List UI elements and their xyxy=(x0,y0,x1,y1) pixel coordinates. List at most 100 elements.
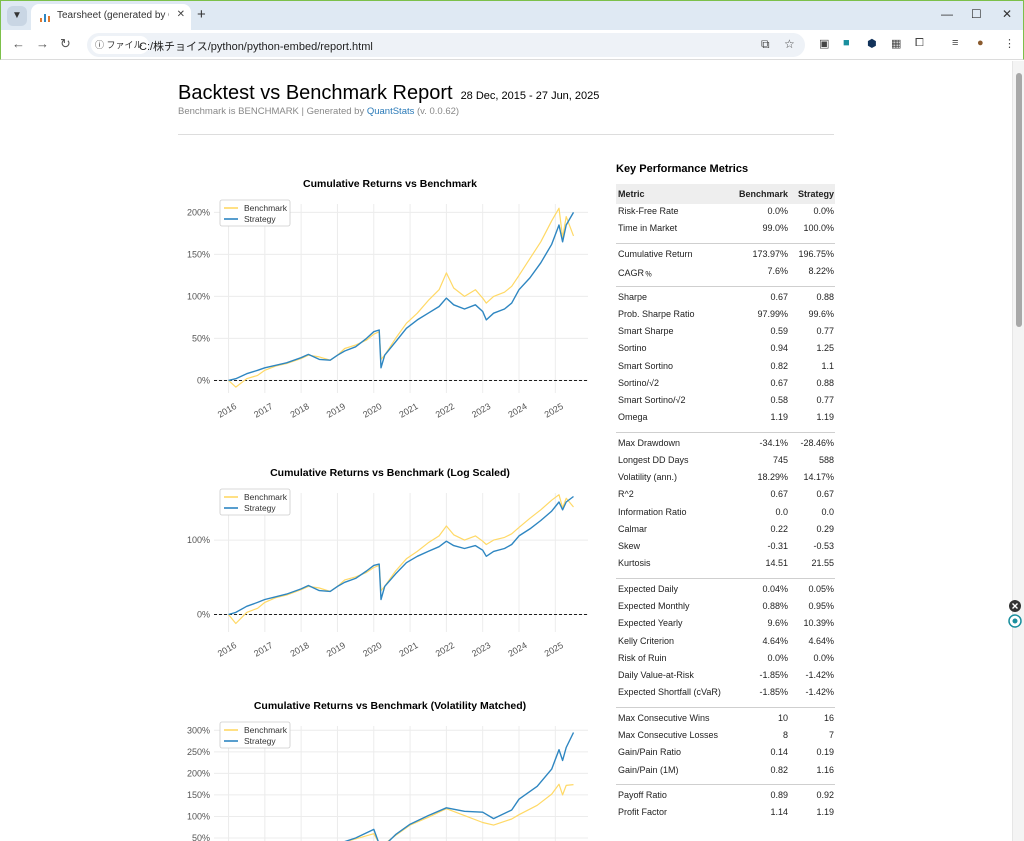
metric-label: Daily Value-at-Risk xyxy=(618,670,694,680)
metric-benchmark-value: 99.0% xyxy=(762,223,788,233)
tab-strip: ▼ Tearsheet (generated by QuantStats) ✕ … xyxy=(0,0,1024,31)
metric-benchmark-value: -1.85% xyxy=(759,687,788,697)
metric-strategy-value: 7 xyxy=(828,730,834,740)
metric-row: CAGR﹪ 7.6% 8.22% xyxy=(616,264,835,281)
back-arrow-icon[interactable]: ← xyxy=(12,36,25,51)
extension-shield-icon[interactable]: ⬢ xyxy=(867,38,877,50)
x-tick-label: 2019 xyxy=(325,401,347,420)
minimize-icon[interactable]: — xyxy=(941,7,953,21)
metric-label: Risk of Ruin xyxy=(618,653,667,663)
metric-benchmark-value: 0.0% xyxy=(767,653,788,663)
metric-strategy-value: 99.6% xyxy=(808,309,834,319)
metric-row: Sharpe 0.67 0.88 xyxy=(616,290,835,307)
metric-row: Risk-Free Rate 0.0% 0.0% xyxy=(616,204,835,221)
maximize-icon[interactable]: ☐ xyxy=(971,7,982,21)
metric-benchmark-value: -1.85% xyxy=(759,670,788,680)
metric-row: Expected Yearly 9.6% 10.39% xyxy=(616,616,835,633)
metric-strategy-value: -1.42% xyxy=(805,670,834,680)
bookmark-star-icon[interactable]: ☆ xyxy=(784,37,795,51)
metric-benchmark-value: 745 xyxy=(772,455,788,465)
metric-benchmark-value: 0.0% xyxy=(767,206,788,216)
cumulative-returns-chart: 0% 50% 100% 150% 200% 2016 2017 2018 2019 2020 202… xyxy=(187,199,588,420)
tab-search-button[interactable]: ▼ xyxy=(7,6,27,26)
tab-report[interactable]: Tearsheet (generated by QuantStats) ✕ xyxy=(31,4,191,31)
reload-icon[interactable]: ↻ xyxy=(60,36,71,51)
x-tick-label: 2025 xyxy=(543,401,565,420)
url-text[interactable]: C:/株チョイス/python/python-embed/report.html xyxy=(139,41,373,53)
address-bar[interactable]: ⓘ ファイル C:/株チョイス/python/python-embed/repo… xyxy=(87,33,805,57)
site-info-chip[interactable]: ⓘ ファイル xyxy=(91,36,149,54)
metric-row: Max Consecutive Losses 8 7 xyxy=(616,728,835,745)
series-line-benchmark xyxy=(228,207,575,388)
metrics-table-header: Metric Benchmark Strategy xyxy=(616,184,835,204)
tab-title: Tearsheet (generated by QuantStats) xyxy=(57,10,169,21)
series-line-strategy xyxy=(228,495,574,616)
metric-strategy-value: -0.53 xyxy=(813,541,834,551)
close-tab-icon[interactable]: ✕ xyxy=(176,9,185,20)
extension-chat-icon[interactable]: ▣ xyxy=(819,38,830,50)
metric-row: Sortino 0.94 1.25 xyxy=(616,341,835,358)
metric-benchmark-value: 0.89 xyxy=(770,790,788,800)
metric-label: Information Ratio xyxy=(618,507,687,517)
metric-strategy-value: 588 xyxy=(818,455,834,465)
metric-strategy-value: -28.46% xyxy=(800,438,834,448)
metric-row: Omega 1.19 1.19 xyxy=(616,410,835,427)
scrollbar-thumb[interactable] xyxy=(1016,73,1022,327)
new-tab-button[interactable]: + xyxy=(197,6,206,23)
metric-strategy-value: 0.0% xyxy=(813,653,834,663)
report-subtitle: Benchmark is BENCHMARK | Generated by Qu… xyxy=(178,106,459,117)
series-line-strategy xyxy=(228,212,575,382)
metric-strategy-value: 16 xyxy=(823,713,834,723)
metric-row: Max Drawdown -34.1% -28.46% xyxy=(616,436,835,453)
y-tick-label: 300% xyxy=(187,725,210,735)
extension-teal-icon[interactable]: ■ xyxy=(843,37,850,49)
metric-strategy-value: 1.16 xyxy=(816,765,834,775)
metric-strategy-value: 8.22% xyxy=(808,266,834,276)
extensions-puzzle-icon[interactable]: ⧠ xyxy=(915,37,924,49)
header-strategy: Strategy xyxy=(797,189,834,199)
x-tick-label: 2021 xyxy=(397,401,419,420)
header-benchmark: Benchmark xyxy=(738,189,788,199)
metric-label: Max Consecutive Losses xyxy=(618,730,719,740)
metric-label: Skew xyxy=(618,541,641,551)
x-tick-label: 2018 xyxy=(288,640,310,659)
metric-row: Payoff Ratio 0.89 0.92 xyxy=(616,788,835,805)
side-widget xyxy=(1008,600,1022,628)
y-tick-label: 0% xyxy=(197,610,210,620)
metric-row: Sortino/√2 0.67 0.88 xyxy=(616,376,835,393)
forward-arrow-icon[interactable]: → xyxy=(36,36,49,51)
page-scrollbar[interactable] xyxy=(1012,61,1024,841)
profile-avatar-icon[interactable]: ● xyxy=(977,37,984,49)
metric-label: Expected Yearly xyxy=(618,618,683,628)
metric-benchmark-value: 0.14 xyxy=(770,747,788,757)
x-tick-label: 2023 xyxy=(470,640,492,659)
metric-strategy-value: 0.0% xyxy=(813,206,834,216)
metric-label: Smart Sortino xyxy=(618,361,674,371)
metric-label: Expected Daily xyxy=(618,584,679,594)
metric-row: R^2 0.67 0.67 xyxy=(616,487,835,504)
metric-label: Prob. Sharpe Ratio xyxy=(618,309,695,319)
metric-strategy-value: 0.77 xyxy=(816,395,834,405)
metric-benchmark-value: 0.94 xyxy=(770,343,788,353)
log-scaled-returns-chart: 0% 100% 2016 2017 2018 2019 2020 2021 2022 2023 20… xyxy=(187,488,588,659)
metric-strategy-value: 10.39% xyxy=(803,618,834,628)
metric-label: Cumulative Return xyxy=(618,249,693,259)
series-line-benchmark xyxy=(228,494,574,625)
reading-list-icon[interactable]: ≡ xyxy=(952,37,959,49)
metric-strategy-value: 1.19 xyxy=(816,412,834,422)
close-window-icon[interactable]: ✕ xyxy=(1002,7,1013,21)
metric-row: Time in Market 99.0% 100.0% xyxy=(616,221,835,238)
menu-kebab-icon[interactable]: ⋮ xyxy=(1004,38,1015,50)
translate-icon[interactable]: ⧉ xyxy=(761,37,770,51)
metric-label: Max Consecutive Wins xyxy=(618,713,710,723)
metric-strategy-value: 0.05% xyxy=(808,584,834,594)
chart-title-volatility-matched: Cumulative Returns vs Benchmark (Volatil… xyxy=(253,700,527,712)
metric-strategy-value: 0.88 xyxy=(816,292,834,302)
extension-grid-icon[interactable]: ▦ xyxy=(891,38,902,50)
metric-benchmark-value: 0.67 xyxy=(770,378,788,388)
metric-benchmark-value: 0.82 xyxy=(770,361,788,371)
quantstats-link[interactable]: QuantStats xyxy=(366,106,415,117)
metric-label: Calmar xyxy=(618,524,648,534)
metric-strategy-value: 0.77 xyxy=(816,326,834,336)
